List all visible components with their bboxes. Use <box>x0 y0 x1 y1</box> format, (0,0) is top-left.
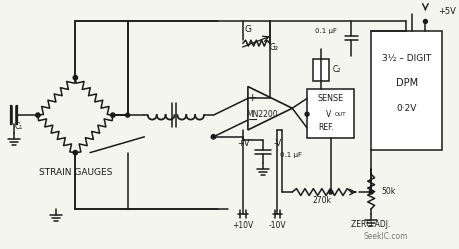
Text: C₂: C₂ <box>332 65 340 74</box>
Text: 270k: 270k <box>312 196 330 205</box>
Circle shape <box>111 113 115 117</box>
Bar <box>312 59 328 81</box>
Text: V: V <box>325 110 330 119</box>
Text: G: G <box>244 25 252 34</box>
Text: +: + <box>247 93 257 103</box>
Text: G₂: G₂ <box>269 43 278 52</box>
Text: 0·2V: 0·2V <box>396 104 416 113</box>
Text: REF.: REF. <box>317 124 333 132</box>
Text: 3½ – DIGIT: 3½ – DIGIT <box>381 55 431 63</box>
Circle shape <box>125 113 129 117</box>
Text: SeekIC.com: SeekIC.com <box>363 232 407 241</box>
Circle shape <box>304 112 308 116</box>
Text: OUT: OUT <box>334 112 346 117</box>
Text: 0.1 μF: 0.1 μF <box>280 152 302 158</box>
Circle shape <box>73 150 78 155</box>
Text: -10V: -10V <box>268 221 285 230</box>
Bar <box>370 31 441 150</box>
Circle shape <box>36 113 40 117</box>
Text: -V: -V <box>273 139 281 148</box>
Text: 50k: 50k <box>380 187 394 196</box>
Text: +5V: +5V <box>437 7 455 16</box>
Text: +V: +V <box>236 139 249 148</box>
Text: −: − <box>247 114 257 126</box>
Circle shape <box>422 19 426 23</box>
Text: STRAIN GAUGES: STRAIN GAUGES <box>39 168 112 177</box>
Bar <box>307 88 353 138</box>
Circle shape <box>328 190 332 194</box>
Text: ZERO ADJ.: ZERO ADJ. <box>351 220 390 229</box>
Text: MN2200: MN2200 <box>246 110 277 119</box>
Text: DPM: DPM <box>395 78 417 88</box>
Circle shape <box>211 135 215 139</box>
Circle shape <box>73 75 78 80</box>
Text: +10V: +10V <box>232 221 253 230</box>
Text: 0.1 μF: 0.1 μF <box>314 28 336 34</box>
Text: SENSE: SENSE <box>317 94 343 103</box>
Text: C₁: C₁ <box>14 123 22 131</box>
Circle shape <box>369 190 372 194</box>
